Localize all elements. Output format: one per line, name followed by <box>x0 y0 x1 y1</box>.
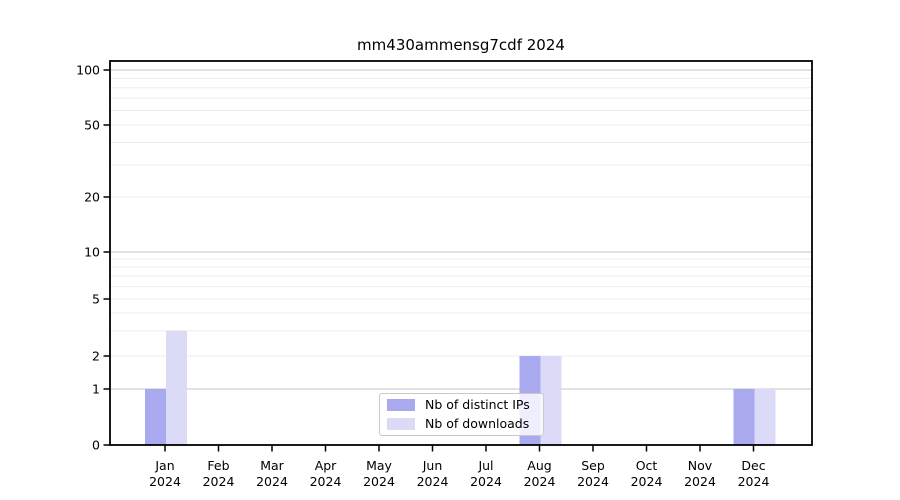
y-tick-label: 0 <box>92 437 100 452</box>
bar-distinct-ips-dec <box>733 389 755 445</box>
bar-downloads-aug <box>540 356 562 445</box>
legend-swatch-downloads-icon <box>387 418 415 430</box>
chart-title: mm430ammensg7cdf 2024 <box>357 36 565 54</box>
x-tick-label-year: 2024 <box>310 474 342 489</box>
x-tick-label-year: 2024 <box>738 474 770 489</box>
legend-item-label: Nb of downloads <box>425 416 530 431</box>
bar-downloads-dec <box>754 389 776 445</box>
y-tick-label: 2 <box>92 348 100 363</box>
y-tick-label: 5 <box>92 291 100 306</box>
x-tick-label-month: Sep <box>581 458 605 473</box>
legend-item-downloads: Nb of downloads <box>387 417 536 431</box>
legend-swatch-distinct-ips-icon <box>387 399 415 411</box>
y-tick-label: 100 <box>76 62 100 77</box>
x-tick-label-month: Jun <box>422 458 443 473</box>
x-tick-label-year: 2024 <box>203 474 235 489</box>
chart-legend: Nb of distinct IPs Nb of downloads <box>379 393 544 436</box>
y-tick-label: 50 <box>84 117 100 132</box>
x-tick-label-year: 2024 <box>417 474 449 489</box>
y-tick-label: 20 <box>84 189 100 204</box>
x-tick-label-month: Aug <box>527 458 551 473</box>
x-tick-label-year: 2024 <box>363 474 395 489</box>
x-tick-label-month: Jul <box>477 458 493 473</box>
x-tick-label-year: 2024 <box>631 474 663 489</box>
bar-distinct-ips-jan <box>145 389 166 445</box>
x-tick-label-month: Oct <box>636 458 658 473</box>
y-tick-label: 1 <box>92 381 100 396</box>
x-tick-label-year: 2024 <box>149 474 181 489</box>
x-tick-label-year: 2024 <box>470 474 502 489</box>
x-tick-label-month: Dec <box>741 458 765 473</box>
x-tick-label-month: Feb <box>207 458 229 473</box>
x-tick-label-month: Apr <box>315 458 337 473</box>
x-tick-label-month: Jan <box>154 458 174 473</box>
x-tick-label-month: Mar <box>260 458 284 473</box>
y-tick-label: 10 <box>84 244 100 259</box>
x-tick-label-month: Nov <box>688 458 713 473</box>
x-tick-label-year: 2024 <box>684 474 716 489</box>
legend-item-distinct-ips: Nb of distinct IPs <box>387 398 536 412</box>
x-tick-label-year: 2024 <box>256 474 288 489</box>
x-tick-label-year: 2024 <box>577 474 609 489</box>
legend-item-label: Nb of distinct IPs <box>425 397 530 412</box>
bar-downloads-jan <box>166 330 187 445</box>
x-tick-label-year: 2024 <box>524 474 556 489</box>
plot-border <box>109 60 813 446</box>
x-tick-label-month: May <box>366 458 392 473</box>
